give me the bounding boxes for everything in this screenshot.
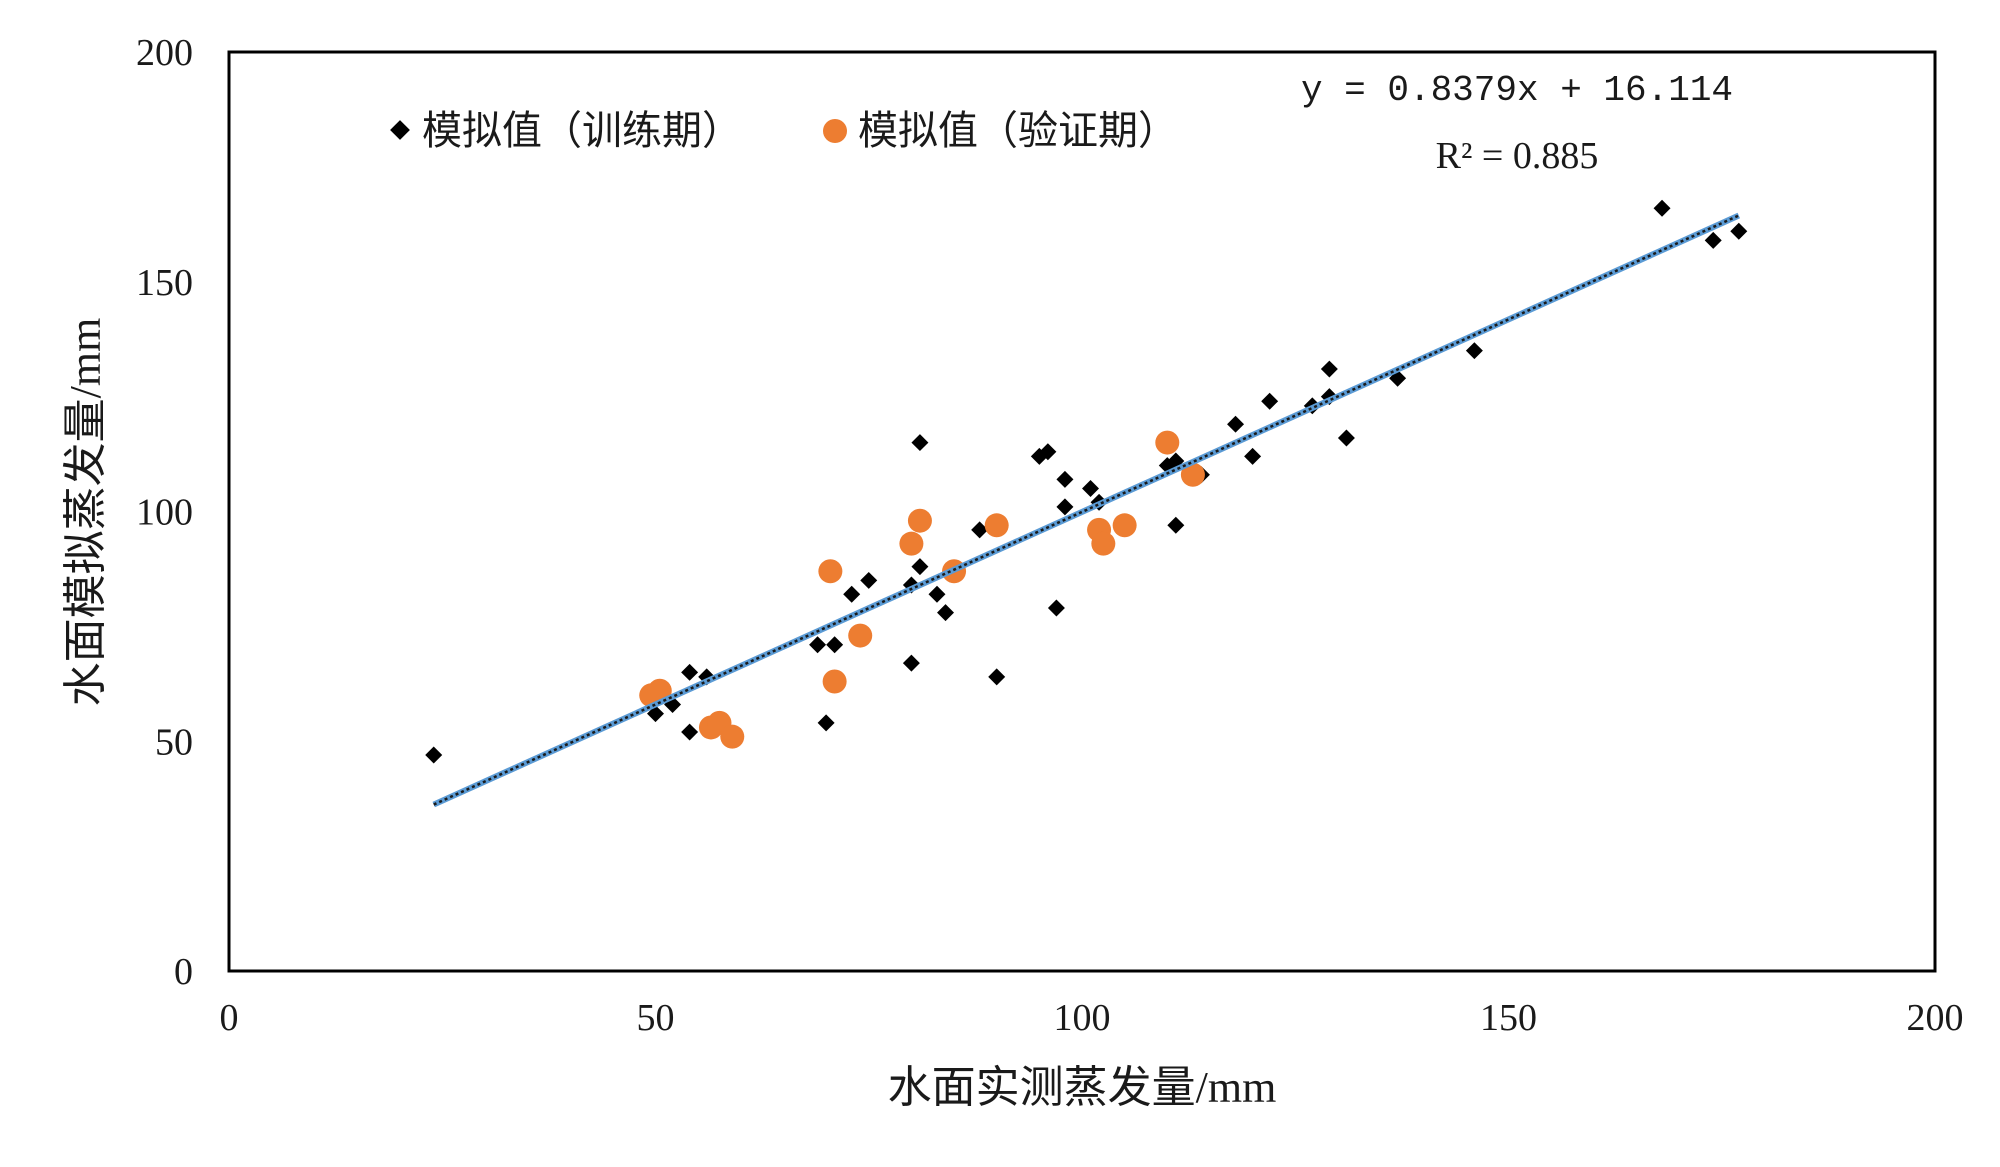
x-tick-label: 150 xyxy=(1480,997,1537,1039)
x-tick-label: 100 xyxy=(1054,997,1111,1039)
data-points xyxy=(425,199,1748,764)
training-point xyxy=(425,746,443,764)
training-point xyxy=(988,668,1006,686)
training-point xyxy=(681,663,699,681)
training-point xyxy=(1261,392,1279,410)
training-point xyxy=(902,654,920,672)
validation-point xyxy=(1091,531,1116,556)
validation-point xyxy=(907,508,932,533)
trendline-dotted-overlay xyxy=(433,214,1740,806)
training-point xyxy=(928,585,946,603)
y-tick-label: 0 xyxy=(174,951,193,993)
training-point xyxy=(1047,599,1065,617)
training-point xyxy=(1465,342,1483,360)
trendline-equation: y = 0.8379x + 16.114 xyxy=(1301,70,1733,111)
validation-point xyxy=(1112,513,1137,538)
validation-point xyxy=(984,513,1009,538)
training-point xyxy=(1337,429,1355,447)
training-point xyxy=(1056,498,1074,516)
training-point xyxy=(971,521,989,539)
legend-marker-training xyxy=(390,120,410,140)
training-point xyxy=(911,558,929,576)
x-tick-label: 200 xyxy=(1907,997,1964,1039)
training-point xyxy=(843,585,861,603)
y-tick-label: 200 xyxy=(136,32,193,74)
validation-point xyxy=(1155,430,1180,455)
validation-point xyxy=(848,623,873,648)
tick-labels: 0 50 100 150 200 0 50 100 150 200 xyxy=(136,32,1964,1039)
training-point xyxy=(1244,447,1262,465)
training-point xyxy=(681,723,699,741)
y-tick-label: 100 xyxy=(136,492,193,534)
plot-area-frame xyxy=(227,50,1937,973)
training-point xyxy=(1730,222,1748,240)
legend-label-validation: 模拟值（验证期） xyxy=(858,108,1178,153)
legend-label-training: 模拟值（训练期） xyxy=(422,108,742,153)
training-point xyxy=(1056,470,1074,488)
training-point xyxy=(826,636,844,654)
trendline-r-squared: R² = 0.885 xyxy=(1436,135,1599,177)
validation-point xyxy=(899,531,924,556)
trendline-group xyxy=(432,212,1741,808)
training-point xyxy=(860,571,878,589)
training-point xyxy=(809,636,827,654)
x-tick-label: 50 xyxy=(637,997,675,1039)
y-tick-label: 150 xyxy=(136,262,193,304)
legend: 模拟值（训练期） 模拟值（验证期） xyxy=(390,108,1178,153)
validation-point xyxy=(1180,462,1205,487)
training-point xyxy=(1320,360,1338,378)
x-tick-label: 0 xyxy=(220,997,239,1039)
validation-point xyxy=(818,559,843,584)
y-tick-label: 50 xyxy=(155,721,193,763)
training-point xyxy=(1704,231,1722,249)
training-point xyxy=(1167,516,1185,534)
training-point xyxy=(911,434,929,452)
training-point xyxy=(1653,199,1671,217)
training-point xyxy=(937,604,955,622)
validation-point xyxy=(822,669,847,694)
x-axis-title: 水面实测蒸发量/mm xyxy=(888,1063,1277,1112)
training-point xyxy=(1227,415,1245,433)
validation-point xyxy=(720,724,745,749)
y-axis-title: 水面模拟蒸发量/mm xyxy=(61,318,110,707)
training-point xyxy=(1082,480,1100,498)
training-point xyxy=(817,714,835,732)
legend-marker-validation xyxy=(823,119,847,143)
